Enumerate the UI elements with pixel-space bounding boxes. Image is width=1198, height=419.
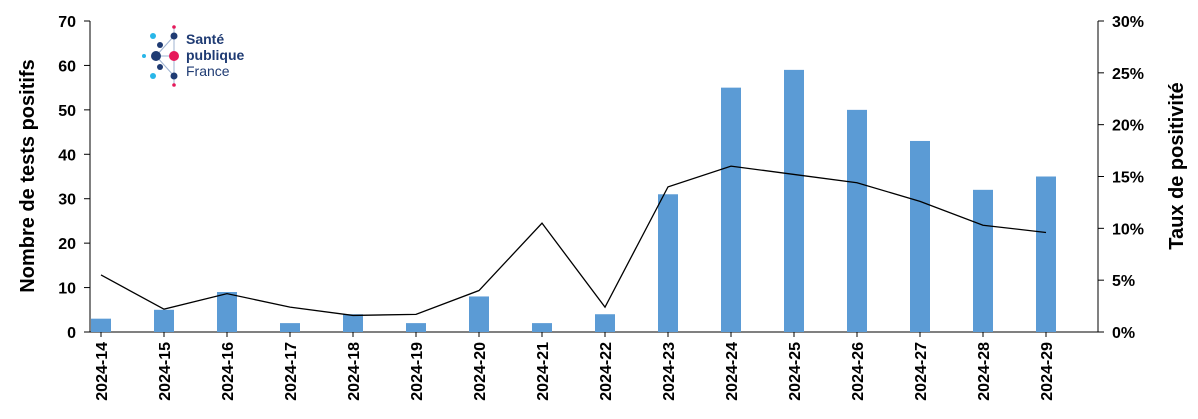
bar [784, 69, 804, 332]
left-axis-ticks: 0 10 20 30 40 50 60 70 [58, 14, 90, 342]
bar [847, 109, 867, 332]
left-tick-label: 40 [58, 147, 76, 164]
bar [658, 194, 678, 332]
bar [280, 323, 300, 332]
left-tick-label: 70 [58, 14, 76, 31]
logo-mark-icon [142, 25, 179, 87]
bar [343, 314, 363, 332]
right-tick-label: 0% [1112, 325, 1135, 342]
bar [532, 323, 552, 332]
x-tick-label: 2024-24 [724, 342, 741, 401]
logo: Santé publique France [142, 25, 245, 87]
x-tick-label: 2024-18 [346, 342, 363, 401]
right-tick-label: 30% [1112, 14, 1144, 31]
bar [91, 318, 111, 332]
x-tick-label: 2024-14 [94, 342, 111, 401]
y-axis-title: Nombre de tests positifs [17, 59, 39, 292]
left-tick-label: 20 [58, 236, 76, 253]
bar [469, 296, 489, 332]
right-tick-label: 25% [1112, 66, 1144, 83]
right-tick-label: 20% [1112, 118, 1144, 135]
x-tick-label: 2024-25 [787, 342, 804, 401]
right-tick-label: 15% [1112, 170, 1144, 187]
x-tick-label: 2024-17 [283, 342, 300, 401]
right-tick-label: 10% [1112, 221, 1144, 238]
x-tick-label: 2024-21 [535, 342, 552, 401]
x-tick-label: 2024-16 [220, 342, 237, 401]
x-tick-label: 2024-28 [976, 342, 993, 401]
x-tick-label: 2024-15 [157, 342, 174, 401]
left-tick-label: 10 [58, 281, 76, 298]
bar [595, 314, 615, 332]
left-tick-label: 60 [58, 58, 76, 75]
bar [910, 140, 930, 332]
x-tick-label: 2024-22 [598, 342, 615, 401]
y2-axis-title: Taux de positivité [1166, 82, 1188, 249]
x-tick-label: 2024-26 [850, 342, 867, 401]
left-tick-label: 0 [67, 325, 76, 342]
logo-line-1: Santé [186, 31, 224, 47]
x-tick-label: 2024-23 [661, 342, 678, 401]
logo-line-2: publique [186, 47, 245, 63]
x-tick-label: 2024-29 [1039, 342, 1056, 401]
bar [406, 323, 426, 332]
left-tick-label: 30 [58, 192, 76, 209]
positivity-rate-line [100, 165, 1047, 317]
bar [973, 189, 993, 332]
logo-line-3: France [186, 63, 230, 79]
x-tick-label: 2024-19 [409, 342, 426, 401]
bar [1036, 176, 1056, 332]
bar-series [91, 69, 1056, 333]
bar [217, 292, 237, 332]
x-tick-label: 2024-27 [913, 342, 930, 401]
x-tick-label: 2024-20 [472, 342, 489, 401]
left-tick-label: 50 [58, 103, 76, 120]
right-tick-label: 5% [1112, 273, 1135, 290]
right-axis-ticks: 0% 5% 10% 15% 20% 25% 30% [1098, 14, 1144, 342]
bar [721, 87, 741, 333]
bar [154, 309, 174, 332]
x-axis-ticks: 2024-14 2024-15 2024-16 2024-17 2024-18 2024-… [94, 332, 1056, 401]
